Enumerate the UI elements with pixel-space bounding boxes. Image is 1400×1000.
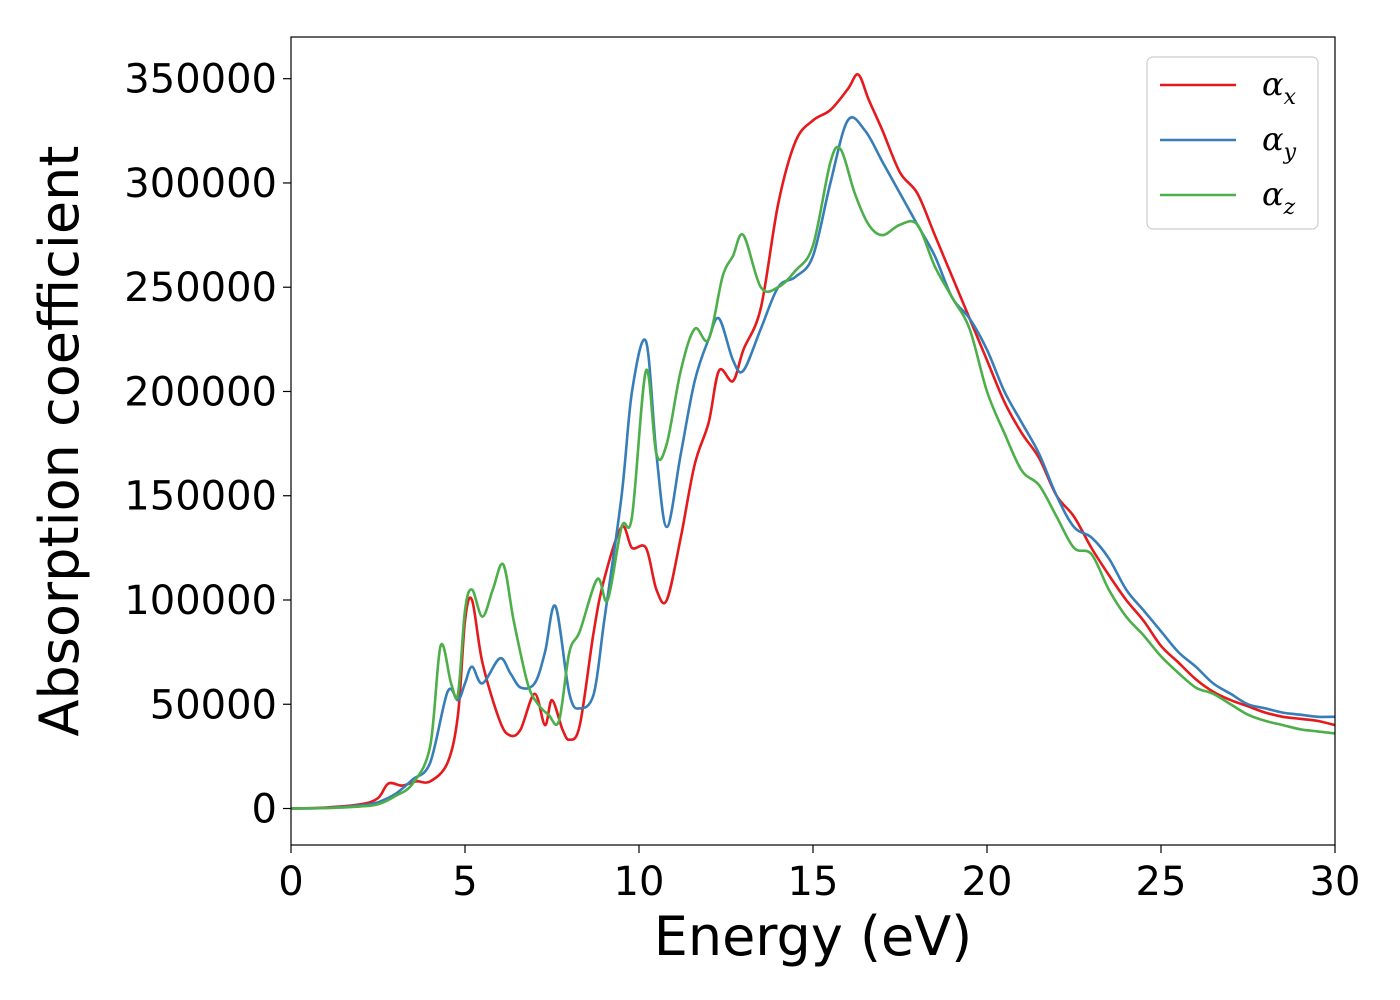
legend-subscript: x: [1284, 85, 1297, 110]
legend-box: [1146, 56, 1319, 230]
x-axis-ticks: 0 5 10 15 20 25 30: [278, 845, 1360, 905]
x-tick-label: 30: [1310, 859, 1361, 905]
legend-label-z: αz: [1262, 175, 1296, 220]
legend-symbol: α: [1262, 175, 1284, 213]
x-tick-label: 5: [452, 859, 477, 905]
y-tick-label: 250000: [124, 265, 277, 311]
y-tick-label: 150000: [124, 474, 277, 520]
legend-symbol: α: [1262, 65, 1284, 103]
y-axis-label: Absorption coefficient: [28, 146, 91, 737]
x-tick-label: 20: [962, 859, 1013, 905]
y-axis-ticks: 0 50000 100000 150000 200000 250000 300000 3500…: [124, 57, 291, 833]
y-tick-label: 300000: [124, 161, 277, 207]
series-layer: [290, 73, 1336, 810]
legend-label-y: αy: [1262, 120, 1297, 165]
y-tick-label: 50000: [150, 682, 277, 728]
x-tick-label: 0: [278, 859, 303, 905]
x-axis-label: Energy (eV): [654, 905, 973, 968]
x-tick-label: 10: [614, 859, 665, 905]
legend-subscript: z: [1283, 195, 1296, 220]
series-line-y: [290, 116, 1336, 810]
x-tick-label: 15: [788, 859, 839, 905]
x-tick-label: 25: [1136, 859, 1187, 905]
series-line-z: [290, 145, 1336, 810]
y-tick-label: 0: [252, 787, 277, 833]
legend-subscript: y: [1283, 140, 1297, 165]
y-tick-label: 200000: [124, 369, 277, 415]
y-tick-label: 100000: [124, 578, 277, 624]
legend-symbol: α: [1262, 120, 1284, 158]
legend-label-x: αx: [1262, 65, 1297, 110]
y-tick-label: 350000: [124, 57, 277, 103]
series-line-x: [290, 73, 1336, 810]
